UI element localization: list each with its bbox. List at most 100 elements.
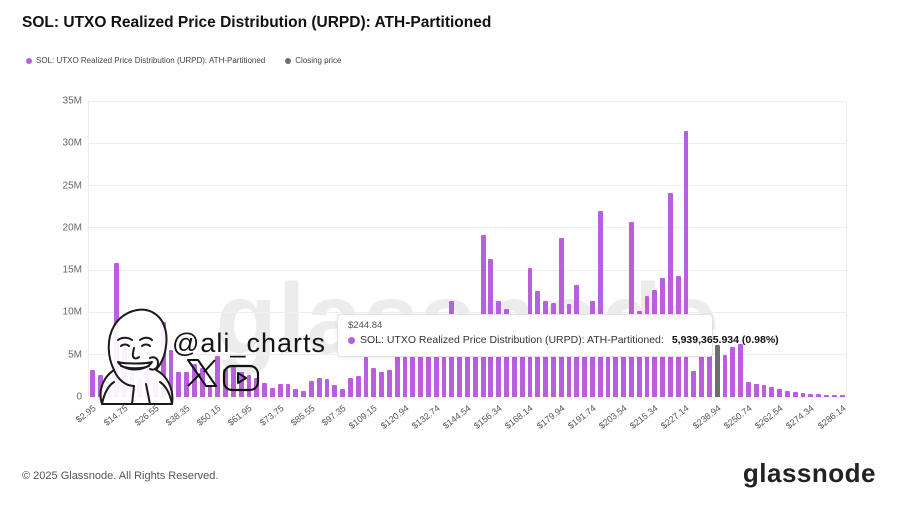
urpd-bar[interactable] (90, 369, 96, 397)
closing-price-bar[interactable] (714, 345, 720, 397)
legend-item-urpd[interactable]: SOL: UTXO Realized Price Distribution (U… (26, 56, 265, 65)
urpd-bar[interactable] (293, 388, 299, 397)
x-tick-label: $262.54 (753, 403, 785, 431)
urpd-bar[interactable] (246, 375, 252, 397)
urpd-bar[interactable] (753, 383, 759, 397)
urpd-bar[interactable] (301, 391, 307, 397)
urpd-bar[interactable] (308, 380, 314, 397)
urpd-bar[interactable] (691, 370, 697, 397)
urpd-bar[interactable] (262, 383, 267, 397)
legend-item-closing-price[interactable]: Closing price (285, 56, 342, 65)
urpd-bar[interactable] (394, 350, 400, 397)
urpd-bar[interactable] (160, 321, 166, 397)
urpd-bar[interactable] (707, 347, 712, 397)
gridline-10M (89, 311, 846, 313)
urpd-bar[interactable] (176, 372, 182, 397)
urpd-bar[interactable] (426, 349, 431, 397)
gridline-25M (89, 185, 846, 187)
urpd-bar[interactable] (667, 193, 673, 397)
x-tick-label: $97.35 (319, 403, 348, 428)
y-tick-label: 20M (62, 222, 82, 234)
urpd-bar[interactable] (363, 357, 369, 397)
urpd-bar[interactable] (285, 384, 291, 397)
glassnode-logo: glassnode (742, 458, 876, 488)
urpd-bar[interactable] (792, 392, 798, 397)
legend-dot-purple-icon (26, 57, 32, 64)
urpd-bar[interactable] (191, 364, 197, 397)
urpd-bar[interactable] (316, 378, 322, 397)
urpd-bar[interactable] (348, 378, 353, 397)
urpd-bar[interactable] (215, 356, 221, 397)
urpd-bar[interactable] (816, 394, 822, 397)
urpd-bar[interactable] (121, 351, 127, 397)
urpd-bar[interactable] (238, 372, 244, 397)
tooltip-value: 5,939,365.934 (0.98%) (671, 334, 779, 346)
tooltip-price: $244.84 (348, 320, 383, 331)
urpd-bar[interactable] (418, 347, 424, 397)
urpd-bar[interactable] (230, 364, 236, 397)
urpd-bar[interactable] (761, 385, 767, 397)
x-tick-label: $61.95 (226, 403, 255, 428)
urpd-bar[interactable] (152, 383, 158, 397)
urpd-bar[interactable] (254, 377, 260, 397)
legend-label-closing-price: Closing price (295, 56, 342, 65)
urpd-bar[interactable] (355, 375, 361, 397)
x-tick-label: $2.95 (74, 403, 99, 425)
urpd-bar[interactable] (628, 221, 634, 397)
urpd-bar[interactable] (597, 210, 603, 397)
urpd-bar[interactable] (699, 346, 705, 397)
urpd-bar[interactable] (722, 354, 728, 397)
legend-dot-gray-icon (285, 57, 292, 64)
urpd-bar[interactable] (207, 386, 213, 397)
urpd-bar[interactable] (199, 368, 205, 397)
urpd-bar[interactable] (605, 345, 611, 397)
urpd-bar[interactable] (441, 347, 447, 397)
urpd-bar[interactable] (433, 346, 439, 397)
urpd-bar[interactable] (340, 389, 346, 397)
urpd-bar[interactable] (800, 393, 806, 397)
urpd-bar[interactable] (113, 263, 119, 397)
urpd-bar[interactable] (371, 368, 377, 397)
urpd-bar[interactable] (785, 391, 790, 397)
x-tick-label: $38.35 (163, 403, 192, 428)
urpd-bar[interactable] (683, 131, 689, 397)
x-tick-label: $250.74 (721, 403, 754, 431)
urpd-bar[interactable] (324, 379, 330, 397)
urpd-bar[interactable] (145, 362, 150, 397)
urpd-bar[interactable] (387, 369, 392, 397)
urpd-bar[interactable] (269, 387, 275, 397)
urpd-bar[interactable] (168, 349, 174, 397)
urpd-bar[interactable] (621, 346, 626, 397)
urpd-bar[interactable] (738, 343, 744, 397)
urpd-bar[interactable] (472, 347, 478, 397)
urpd-bar[interactable] (402, 352, 408, 397)
urpd-bar[interactable] (410, 349, 416, 397)
x-tick-label: $238.94 (690, 403, 723, 431)
urpd-bar[interactable] (379, 371, 385, 397)
urpd-bar[interactable] (582, 346, 587, 397)
urpd-bar[interactable] (277, 384, 283, 397)
urpd-bar[interactable] (831, 395, 837, 397)
y-tick-label: 5M (68, 349, 82, 361)
urpd-bar[interactable] (519, 344, 525, 397)
urpd-bar[interactable] (223, 369, 228, 397)
urpd-bar[interactable] (839, 395, 845, 397)
urpd-bar[interactable] (824, 394, 829, 397)
urpd-bar[interactable] (511, 346, 517, 397)
urpd-bar[interactable] (777, 389, 783, 397)
urpd-bar[interactable] (137, 378, 143, 397)
urpd-bar[interactable] (613, 347, 619, 397)
urpd-bar[interactable] (457, 347, 463, 397)
urpd-bar[interactable] (98, 375, 104, 397)
urpd-bar[interactable] (808, 394, 814, 397)
urpd-bar[interactable] (129, 366, 135, 397)
x-tick-label: $156.34 (472, 403, 504, 431)
urpd-bar[interactable] (106, 383, 111, 397)
urpd-bar[interactable] (746, 381, 751, 397)
urpd-bar[interactable] (730, 346, 736, 397)
urpd-bar[interactable] (184, 371, 189, 397)
urpd-bar[interactable] (465, 344, 470, 397)
urpd-bar[interactable] (332, 385, 338, 397)
urpd-bar[interactable] (769, 386, 775, 397)
